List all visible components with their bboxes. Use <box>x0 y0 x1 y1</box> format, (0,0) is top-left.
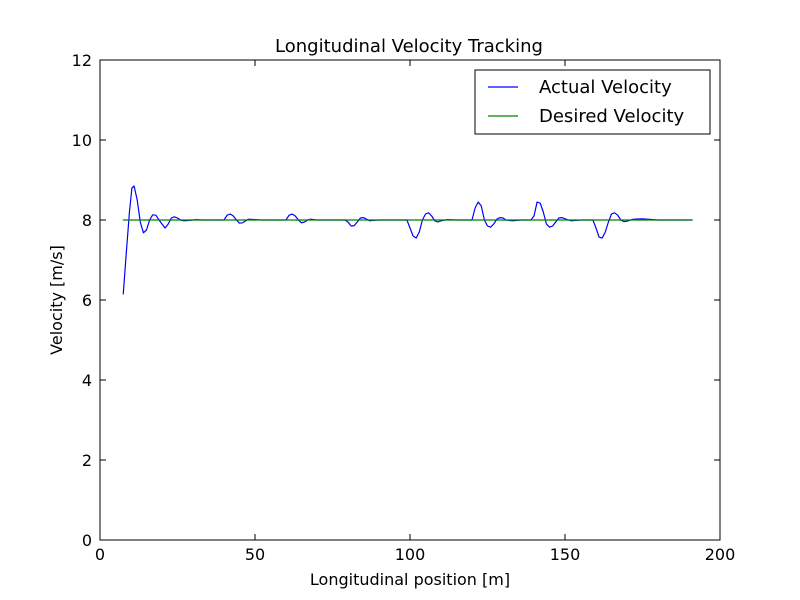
y-tick-label: 10 <box>72 131 92 150</box>
plot-frame <box>99 59 721 541</box>
legend: Actual Velocity Desired Velocity <box>474 69 711 135</box>
legend-box <box>474 69 711 135</box>
x-tick-label: 100 <box>395 545 426 564</box>
series-lines <box>122 185 693 295</box>
x-axis-label: Longitudinal position [m] <box>310 570 510 589</box>
y-tick-label: 2 <box>82 451 92 470</box>
x-tick-label: 200 <box>705 545 736 564</box>
axis-ticks: 0 50 100 150 200 0 2 4 6 8 10 12 <box>72 51 736 564</box>
y-axis-label: Velocity [m/s] <box>47 245 66 355</box>
legend-desired-velocity-label: Desired Velocity <box>539 106 684 127</box>
y-tick-label: 0 <box>82 531 92 550</box>
legend-actual-velocity-label: Actual Velocity <box>539 77 672 98</box>
y-tick-label: 6 <box>82 291 92 310</box>
y-tick-label: 8 <box>82 211 92 230</box>
x-tick-label: 50 <box>245 545 265 564</box>
y-tick-label: 4 <box>82 371 92 390</box>
chart-title: Longitudinal Velocity Tracking <box>275 36 543 57</box>
x-tick-label: 0 <box>95 545 105 564</box>
y-tick-label: 12 <box>72 51 92 70</box>
x-tick-label: 150 <box>550 545 581 564</box>
